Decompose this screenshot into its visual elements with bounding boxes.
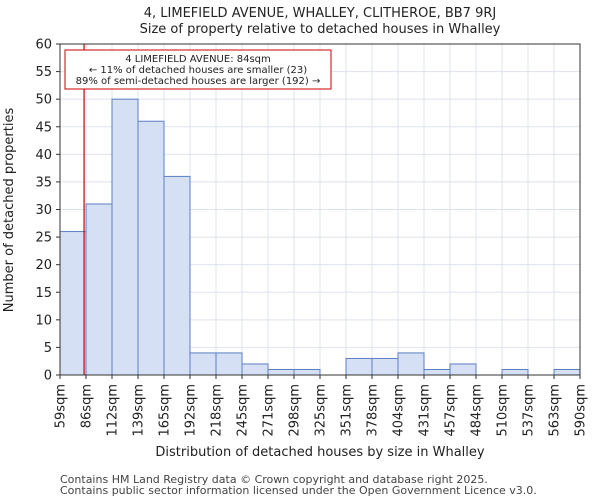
bar-4 [163, 175, 191, 376]
bar-12 [371, 357, 399, 376]
x-tick-label-5: 192sqm [184, 384, 199, 437]
x-tick-label-17: 510sqm [496, 384, 511, 437]
bar-17 [501, 368, 529, 376]
y-tick-label-2: 10 [35, 313, 52, 328]
bar-11 [345, 357, 373, 376]
x-tick-label-7: 245sqm [236, 384, 251, 437]
y-tick-label-10: 50 [35, 93, 52, 108]
x-tick-label-16: 484sqm [470, 384, 485, 437]
y-tick-label-4: 20 [35, 258, 52, 273]
y-tick-label-1: 5 [44, 341, 52, 356]
annotation-line-1: 4 LIMEFIELD AVENUE: 84sqm [125, 54, 271, 65]
bar-13 [397, 352, 425, 376]
x-tick-labels: 59sqm 86sqm 112sqm 139sqm 165sqm 192sqm 218sqm… [54, 375, 589, 437]
bars [59, 98, 581, 376]
x-tick-label-19: 563sqm [548, 384, 563, 437]
x-tick-label-1: 86sqm [80, 384, 95, 428]
x-tick-label-4: 165sqm [158, 384, 173, 437]
x-tick-label-2: 112sqm [106, 384, 121, 437]
y-tick-label-12: 60 [35, 38, 52, 53]
bar-8 [267, 368, 295, 376]
bar-9 [293, 368, 321, 376]
annotation-line-2: ← 11% of detached houses are smaller (23… [89, 65, 307, 76]
y-tick-labels: 0 5 10 15 20 25 30 35 40 45 50 55 60 [35, 38, 60, 384]
bar-0 [59, 231, 87, 376]
y-tick-label-9: 45 [35, 120, 52, 135]
annotation-line-3: 89% of semi-detached houses are larger (… [76, 76, 321, 87]
y-tick-label-5: 25 [35, 231, 52, 246]
footer-line-2: Contains public sector information licen… [60, 484, 537, 497]
y-tick-label-7: 35 [35, 175, 52, 190]
x-tick-label-8: 271sqm [262, 384, 277, 437]
x-tick-label-9: 298sqm [288, 384, 303, 437]
x-tick-label-6: 218sqm [210, 384, 225, 437]
x-tick-label-14: 431sqm [418, 384, 433, 437]
x-tick-label-10: 325sqm [314, 384, 329, 437]
y-tick-label-3: 15 [35, 286, 52, 301]
x-tick-label-18: 537sqm [522, 384, 537, 437]
y-axis-label: Number of detached properties [2, 108, 17, 313]
y-tick-label-0: 0 [44, 369, 52, 384]
bar-19 [553, 368, 581, 376]
bar-3 [137, 120, 165, 376]
y-tick-label-8: 40 [35, 148, 52, 163]
bar-1 [85, 203, 113, 376]
annotation-box: 4 LIMEFIELD AVENUE: 84sqm ← 11% of detac… [64, 49, 332, 90]
bar-7 [241, 363, 269, 376]
x-tick-label-20: 590sqm [574, 384, 589, 437]
y-tick-label-11: 55 [35, 65, 52, 80]
chart-subtitle: Size of property relative to detached ho… [140, 22, 501, 37]
bar-15 [449, 363, 477, 376]
x-axis-label: Distribution of detached houses by size … [155, 445, 485, 460]
x-tick-label-0: 59sqm [54, 384, 69, 428]
footer-line-1: Contains HM Land Registry data © Crown c… [60, 473, 488, 486]
bar-14 [423, 368, 451, 376]
x-tick-label-3: 139sqm [132, 384, 147, 437]
x-tick-label-13: 404sqm [392, 384, 407, 437]
y-tick-label-6: 30 [35, 203, 52, 218]
bar-5 [189, 352, 217, 376]
x-tick-label-11: 351sqm [340, 384, 355, 437]
chart-title: 4, LIMEFIELD AVENUE, WHALLEY, CLITHEROE,… [144, 6, 496, 21]
bar-6 [215, 352, 243, 376]
x-tick-label-12: 378sqm [366, 384, 381, 437]
bar-2 [111, 98, 139, 376]
x-tick-label-15: 457sqm [444, 384, 459, 437]
